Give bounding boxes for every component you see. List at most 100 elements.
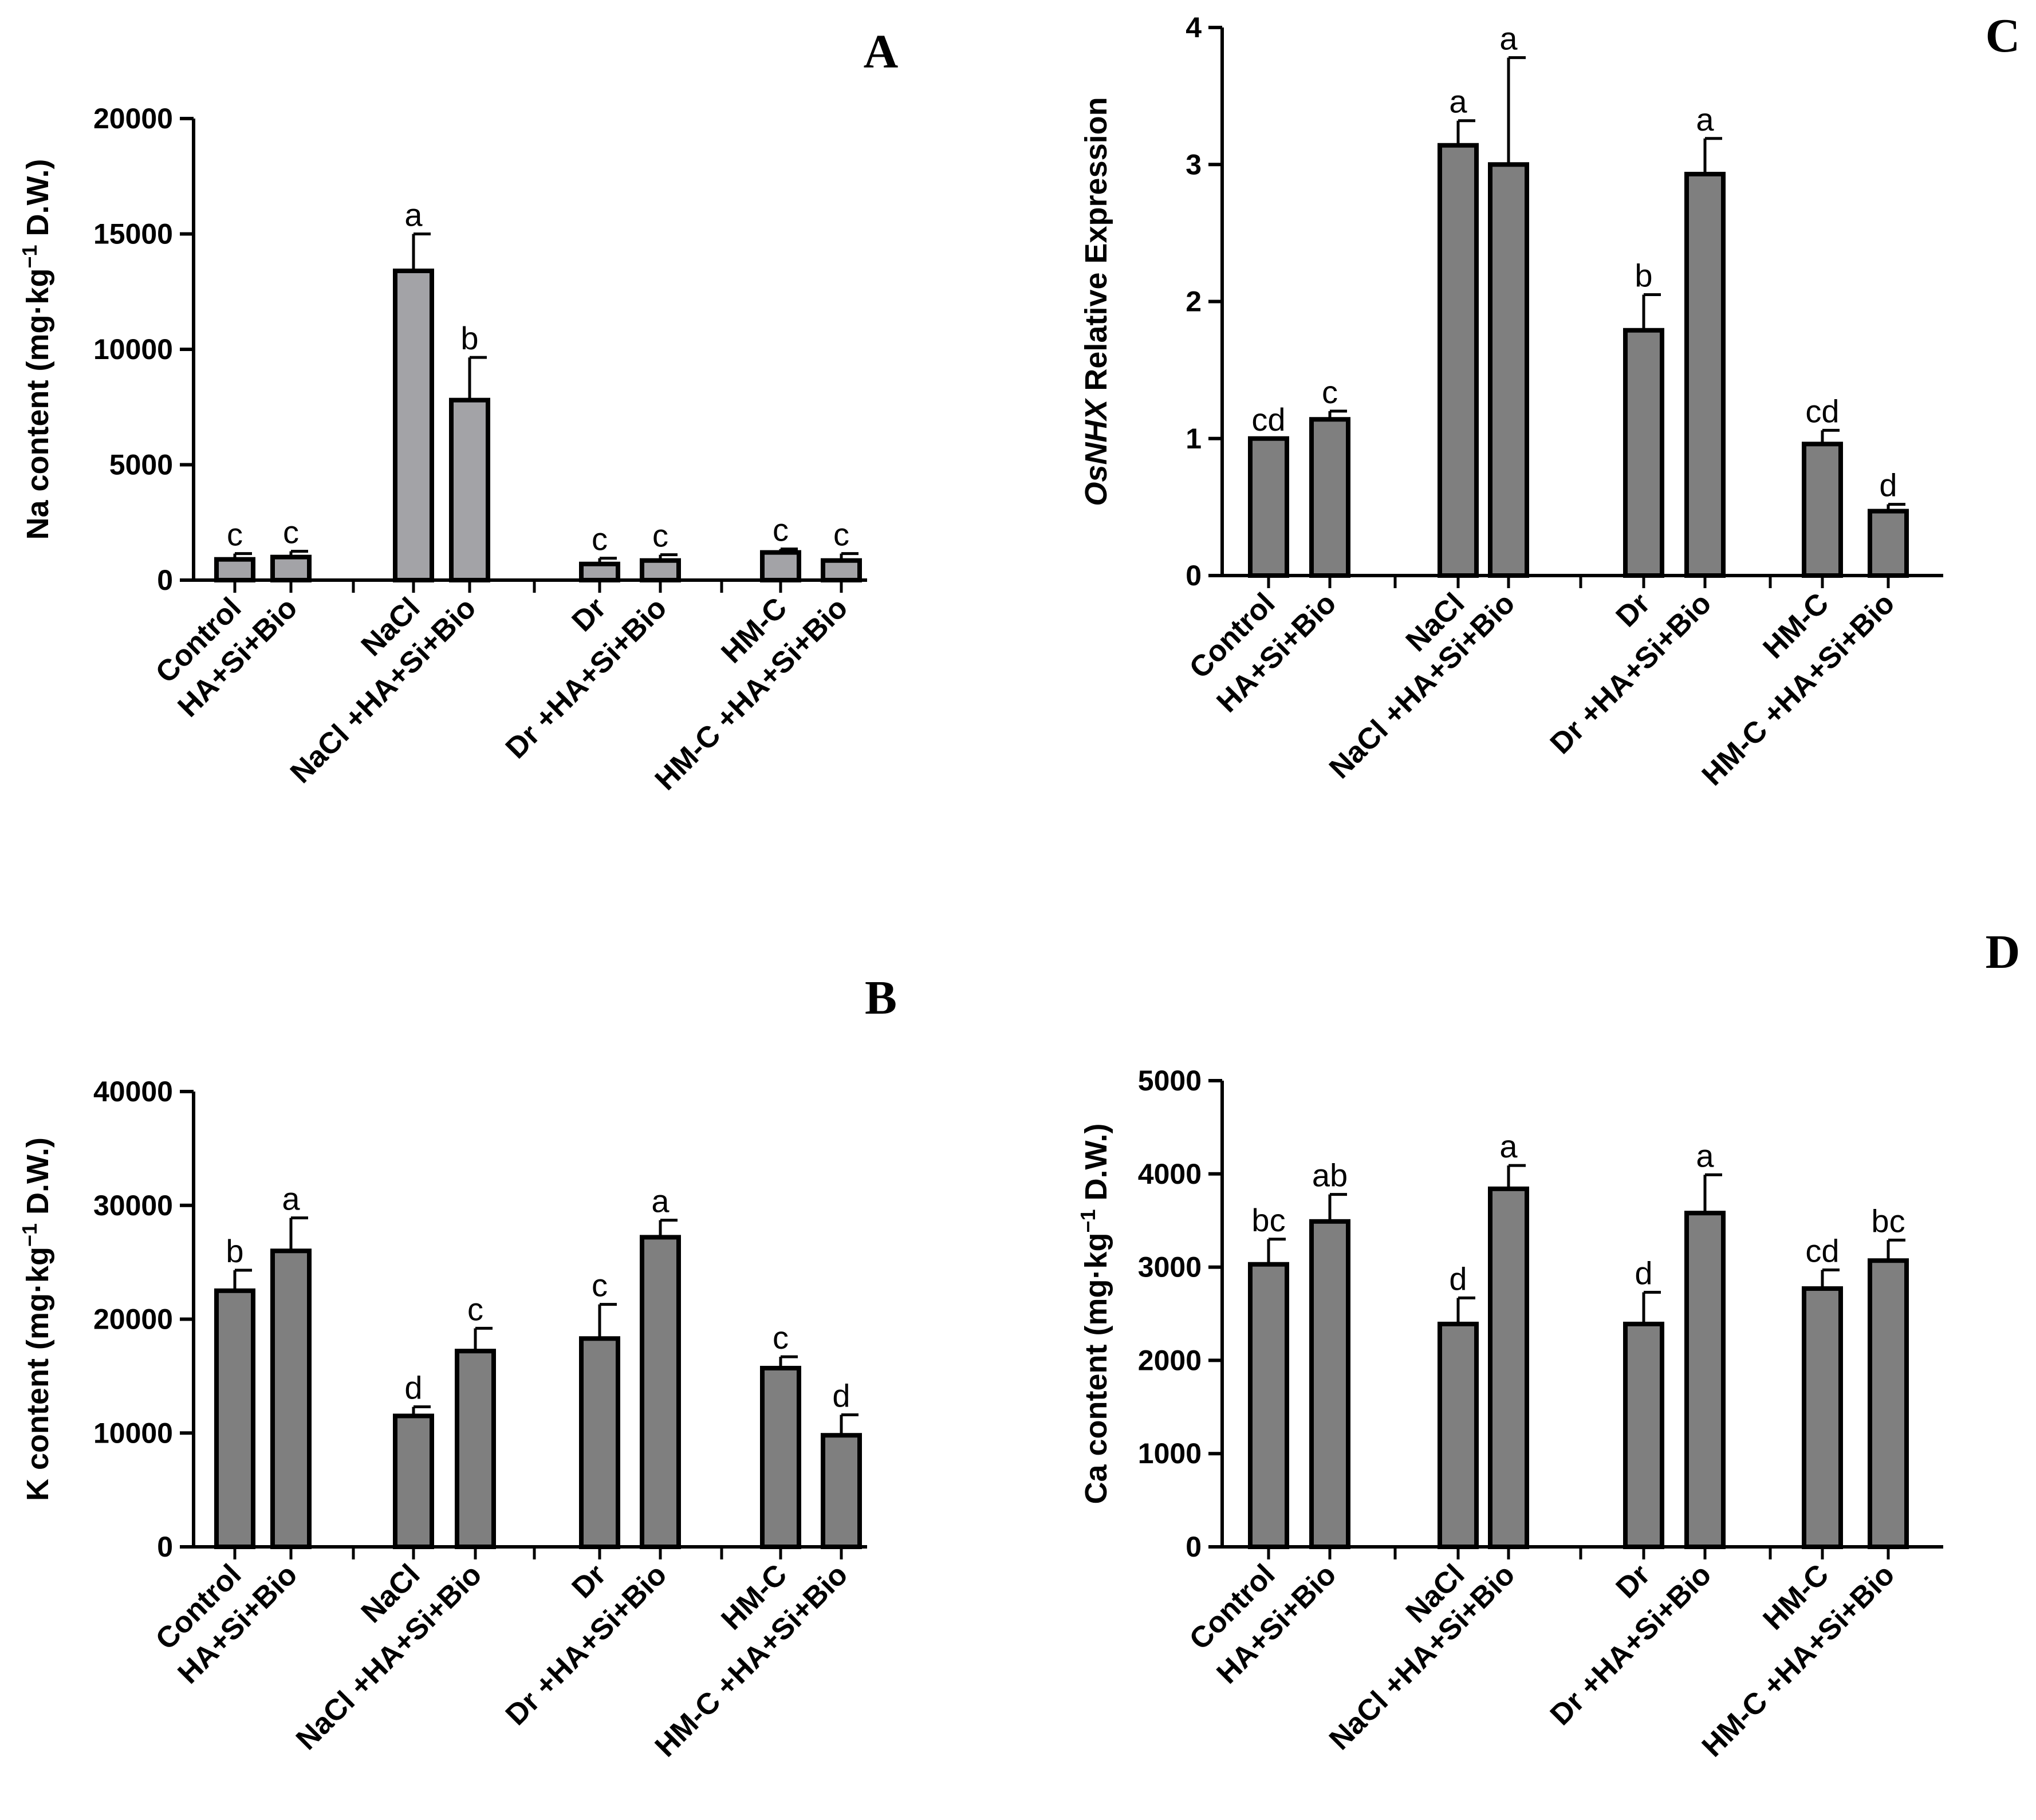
y-tick-label: 3000 — [1138, 1251, 1202, 1283]
significance-label: cd — [1805, 1232, 1839, 1269]
bar — [1248, 1262, 1289, 1550]
y-axis-label-main: Relative Expression — [1079, 97, 1113, 399]
category-label: Dr — [1610, 1558, 1657, 1605]
y-axis-label-main: K content (mg·kg — [21, 1247, 55, 1501]
bar — [214, 1288, 255, 1549]
y-axis-label: K content (mg·kg−1 D.W.) — [18, 1137, 56, 1501]
significance-label: c — [283, 514, 299, 550]
significance-label: cd — [1251, 401, 1285, 438]
y-tick-label: 10000 — [93, 1417, 173, 1449]
y-axis-label-sup: −1 — [18, 245, 41, 268]
y-tick-label: 4000 — [1138, 1158, 1202, 1190]
significance-label: d — [404, 1370, 422, 1406]
y-axis-label-tail: D.W.) — [1079, 1123, 1113, 1209]
y-axis-label-tail: D.W.) — [21, 159, 55, 245]
significance-label: c — [467, 1291, 483, 1327]
bar — [214, 557, 255, 582]
significance-label: d — [1449, 1260, 1467, 1297]
y-tick-label: 0 — [1186, 560, 1202, 592]
y-tick-label: 5000 — [109, 449, 173, 481]
bar — [1488, 162, 1529, 578]
significance-label: b — [226, 1233, 243, 1269]
bar — [821, 558, 862, 582]
panel-letter: D — [1986, 925, 2021, 979]
significance-label: a — [1696, 101, 1714, 137]
y-axis-label-main: Na content (mg·kg — [21, 269, 55, 540]
y-tick-label: 0 — [1186, 1531, 1202, 1563]
y-tick-label: 2 — [1186, 286, 1202, 318]
significance-label: a — [282, 1181, 300, 1217]
significance-label: a — [1696, 1137, 1714, 1173]
y-tick-label: 5000 — [1138, 1065, 1202, 1097]
y-tick-label: 15000 — [93, 218, 173, 250]
bar — [270, 554, 312, 583]
significance-label: c — [592, 1267, 608, 1303]
bar — [1488, 1186, 1529, 1549]
bar — [1684, 171, 1726, 578]
y-axis-label-tail: D.W.) — [21, 1137, 55, 1223]
bar — [1248, 436, 1289, 578]
significance-label: c — [1322, 374, 1338, 410]
bar — [760, 1365, 801, 1549]
y-tick-label: 1 — [1186, 423, 1202, 455]
bar — [393, 1413, 434, 1549]
panel-letter: B — [865, 971, 897, 1025]
category-label: Dr — [566, 591, 613, 638]
significance-label: a — [404, 197, 423, 233]
bar — [1868, 509, 1909, 578]
significance-label: c — [227, 517, 243, 553]
bar — [1802, 1286, 1843, 1549]
y-tick-label: 20000 — [93, 1303, 173, 1336]
significance-label: c — [652, 518, 668, 554]
significance-label: d — [832, 1377, 850, 1413]
significance-label: b — [460, 320, 478, 356]
significance-label: ab — [1312, 1157, 1348, 1193]
y-axis-label-sup: −1 — [1076, 1209, 1100, 1232]
y-axis-label: OsNHX Relative Expression — [1079, 97, 1113, 506]
significance-label: c — [592, 521, 608, 557]
bar — [1438, 143, 1479, 578]
bar — [455, 1349, 496, 1549]
y-axis-label-main: Ca content (mg·kg — [1079, 1233, 1113, 1504]
y-axis-label-sup: −1 — [18, 1223, 41, 1247]
bar — [1684, 1211, 1726, 1549]
bar — [1802, 442, 1843, 578]
significance-label: c — [773, 512, 789, 548]
bar — [270, 1248, 312, 1549]
bar — [640, 1235, 681, 1549]
significance-label: b — [1635, 258, 1652, 294]
y-tick-label: 3 — [1186, 148, 1202, 180]
significance-label: a — [1449, 84, 1467, 120]
y-tick-label: 10000 — [93, 333, 173, 365]
panel-letter: A — [864, 25, 899, 78]
bar — [1623, 1321, 1664, 1549]
bar — [640, 558, 681, 582]
bar — [1623, 328, 1664, 578]
significance-label: a — [1499, 21, 1518, 57]
significance-label: cd — [1805, 393, 1839, 429]
bar — [1309, 1219, 1350, 1549]
bar — [579, 1336, 620, 1550]
y-tick-label: 40000 — [93, 1076, 173, 1108]
y-axis-label-italic: OsNHX — [1079, 398, 1113, 506]
y-tick-label: 2000 — [1138, 1344, 1202, 1376]
panel-letter: C — [1986, 9, 2021, 62]
bar — [1438, 1321, 1479, 1549]
category-label: Dr — [1610, 586, 1657, 633]
significance-label: d — [1879, 467, 1897, 503]
significance-label: a — [1499, 1128, 1518, 1164]
significance-label: bc — [1871, 1203, 1905, 1239]
bar — [393, 268, 434, 583]
bar — [1868, 1258, 1909, 1550]
y-tick-label: 0 — [157, 564, 173, 596]
y-tick-label: 1000 — [1138, 1437, 1202, 1470]
significance-label: c — [773, 1319, 789, 1356]
significance-label: c — [833, 517, 849, 553]
y-axis-label: Na content (mg·kg−1 D.W.) — [18, 159, 56, 539]
category-label: Dr — [566, 1558, 613, 1605]
bar — [1309, 417, 1350, 578]
bar — [760, 550, 801, 583]
bar — [821, 1433, 862, 1550]
significance-label: bc — [1251, 1202, 1285, 1238]
